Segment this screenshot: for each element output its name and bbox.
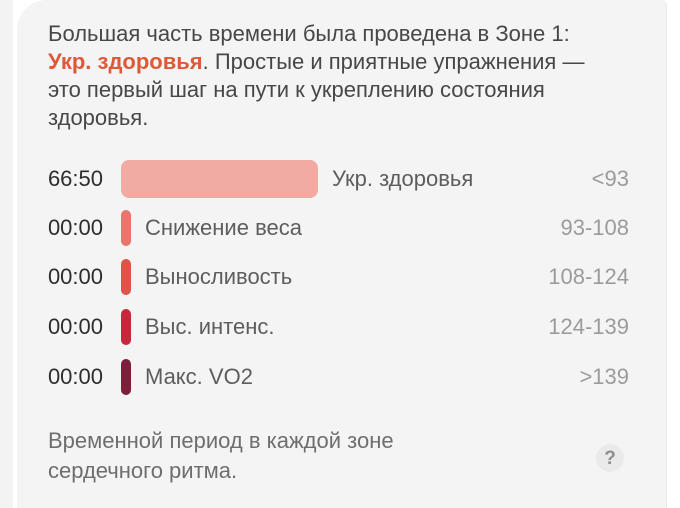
- zone-time: 00:00: [47, 364, 103, 389]
- summary-line-1: Большая часть времени была проведена в З…: [48, 20, 653, 48]
- zones-card: Большая часть времени была проведена в З…: [17, 0, 667, 508]
- zone-bpm-range: 93-108: [560, 215, 629, 240]
- zone-row-vys-intens: 00:00 Выс. интенс. 124-139: [45, 302, 629, 352]
- caption-text: Временной период в каждой зоне: [48, 428, 394, 453]
- caption-line-2: сердечного ритма.: [48, 456, 528, 486]
- chart-caption: Временной период в каждой зоне сердечног…: [48, 426, 528, 486]
- zone-bpm-range: 124-139: [548, 314, 629, 339]
- caption-line-1: Временной период в каждой зоне: [48, 426, 528, 456]
- zone-label: Выс. интенс.: [145, 314, 275, 339]
- zone-label: Снижение веса: [145, 215, 302, 240]
- zone1-name-highlight: Укр. здоровья: [48, 49, 203, 74]
- zone-bar: [121, 259, 131, 295]
- help-button[interactable]: ?: [596, 444, 624, 472]
- zone-bar: [121, 210, 131, 246]
- zone-bar: [121, 309, 131, 345]
- zone-label: Выносливость: [145, 264, 293, 289]
- summary-line-4: здоровья.: [48, 104, 653, 132]
- zone-row-maks-vo2: 00:00 Макс. VO2 >139: [45, 352, 629, 402]
- summary-text: это первый шаг на пути к укреплению сост…: [48, 77, 545, 102]
- zone-bpm-range: <93: [591, 166, 629, 191]
- zone-row-snizhenie-vesa: 00:00 Снижение веса 93-108: [45, 203, 629, 253]
- summary-text: . Простые и приятные упражнения —: [202, 49, 585, 74]
- summary-line-2: Укр. здоровья. Простые и приятные упражн…: [48, 48, 653, 76]
- zone-bpm-range: 108-124: [548, 264, 629, 289]
- zone-time: 00:00: [47, 215, 103, 240]
- question-mark-icon: ?: [604, 447, 616, 469]
- zone-bpm-range: >139: [579, 364, 629, 389]
- zone-time: 00:00: [47, 314, 103, 339]
- summary-line-3: это первый шаг на пути к укреплению сост…: [48, 76, 653, 104]
- zone-summary-text: Большая часть времени была проведена в З…: [48, 20, 653, 132]
- zone-time: 66:50: [47, 166, 103, 191]
- zone-time: 00:00: [47, 264, 103, 289]
- zone-label: Макс. VO2: [145, 364, 253, 389]
- zone-row-ukr-zdorovya: 66:50 Укр. здоровья <93: [45, 154, 629, 204]
- caption-text: сердечного ритма.: [48, 458, 238, 483]
- zone-bar: [121, 359, 131, 395]
- summary-text: Большая часть времени была проведена в З…: [48, 21, 570, 46]
- adjacent-card-edge: [0, 0, 14, 508]
- zone-label: Укр. здоровья: [332, 166, 474, 191]
- zone-bar: [121, 160, 318, 198]
- summary-text: здоровья.: [48, 105, 149, 130]
- zone-row-vynoslivost: 00:00 Выносливость 108-124: [45, 252, 629, 302]
